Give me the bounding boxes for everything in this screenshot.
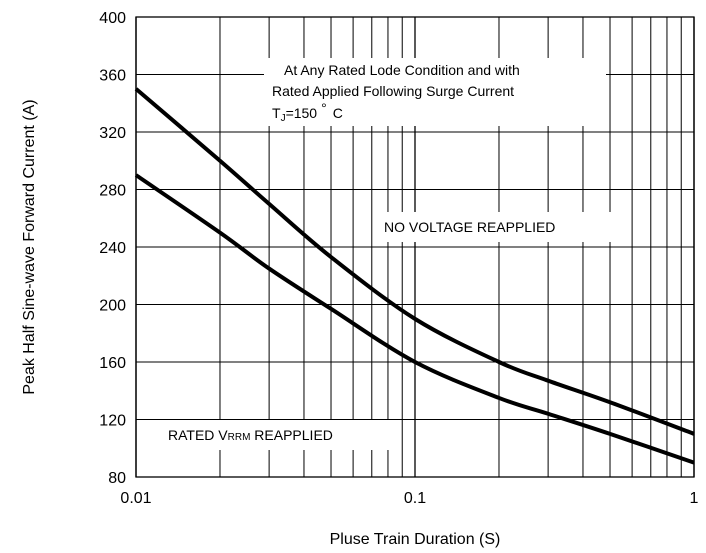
series-lines — [134, 87, 695, 465]
junction-temperature-label: TJ=150 ° C — [272, 100, 343, 124]
tj-value: =150 — [286, 105, 318, 121]
y-tick-label: 360 — [99, 68, 126, 85]
series-line-rated-vrrm-reapplied — [134, 173, 695, 465]
plot-frame — [135, 16, 695, 478]
tj-subscript: J — [281, 113, 286, 124]
rated-subscript: RRM — [228, 432, 251, 443]
y-tick-label: 280 — [99, 183, 126, 200]
condition-text-line2: Rated Applied Following Surge Current — [272, 83, 514, 99]
rated-vrrm-reapplied-label: RATED VRRM REAPPLIED — [168, 427, 333, 443]
condition-annotation-box — [264, 58, 606, 126]
tj-degree: ° — [321, 100, 327, 116]
rated-suffix: REAPPLIED — [250, 427, 332, 443]
condition-text-line1: At Any Rated Lode Condition and with — [284, 62, 520, 78]
y-axis-label: Peak Half Sine-wave Forward Current (A) — [21, 99, 38, 394]
y-tick-label: 200 — [99, 298, 126, 315]
x-tick-label: 0.1 — [404, 490, 426, 507]
x-axis-label: Pluse Train Duration (S) — [330, 531, 501, 548]
x-tick-label: 0.01 — [120, 490, 151, 507]
tick-labels: 80 120 160 200 240 280 320 360 400 0.01 0.1 1 — [99, 10, 698, 507]
x-tick-label: 1 — [690, 490, 699, 507]
y-tick-label: 80 — [108, 470, 126, 487]
y-tick-label: 120 — [99, 413, 126, 430]
no-voltage-label-box — [378, 212, 618, 242]
tj-unit: C — [333, 105, 343, 121]
y-tick-label: 400 — [99, 10, 126, 27]
rated-label-box — [161, 420, 396, 450]
y-tick-label: 240 — [99, 240, 126, 257]
series-line-no-voltage-reapplied — [134, 87, 695, 436]
no-voltage-reapplied-label: NO VOLTAGE REAPPLIED — [384, 219, 555, 235]
y-tick-label: 320 — [99, 125, 126, 142]
y-tick-label: 160 — [99, 355, 126, 372]
tj-symbol: T — [272, 105, 281, 121]
rated-prefix: RATED V — [168, 427, 228, 443]
